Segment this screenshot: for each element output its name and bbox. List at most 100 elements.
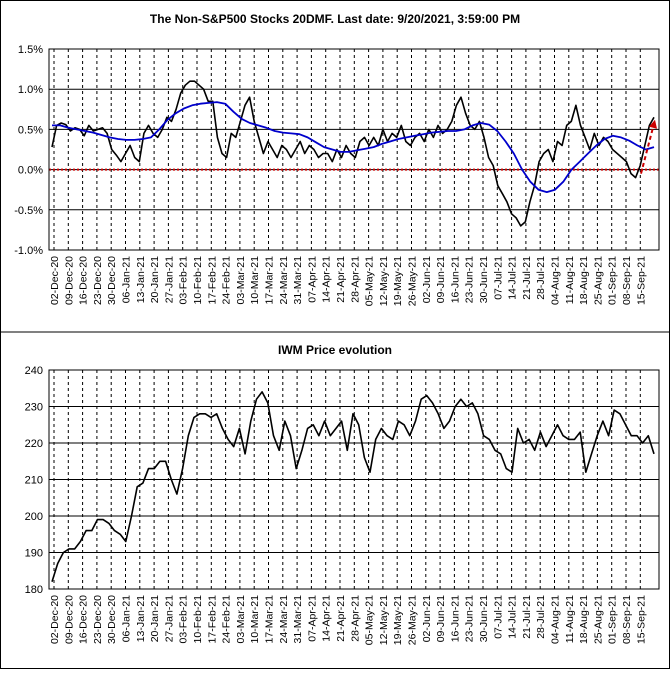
x-tick-label: 20-Jan-21 [149, 595, 161, 642]
y-tick-label: 180 [25, 584, 43, 596]
y-tick-label: 200 [25, 511, 43, 523]
x-tick-label: 01-Sep-21 [607, 595, 619, 644]
y-tick-label: -1.0% [14, 245, 43, 257]
x-tick-label: 14-Jul-21 [507, 256, 519, 300]
x-tick-label: 19-May-21 [392, 256, 404, 306]
x-tick-label: 17-Mar-21 [264, 595, 276, 644]
panel1-title: The Non-S&P500 Stocks 20DMF. Last date: … [150, 12, 520, 26]
x-tick-label: 10-Mar-21 [249, 595, 261, 644]
x-tick-label: 09-Dec-20 [63, 256, 75, 305]
x-tick-label: 02-Jun-21 [421, 256, 433, 303]
x-tick-label: 14-Jul-21 [507, 595, 519, 639]
x-tick-label: 04-Aug-21 [550, 595, 562, 644]
x-tick-label: 30-Dec-20 [106, 595, 118, 644]
x-tick-label: 26-May-21 [407, 595, 419, 645]
x-tick-label: 07-Jul-21 [492, 595, 504, 639]
y-tick-label: 0.0% [18, 165, 43, 177]
x-tick-label: 24-Mar-21 [278, 595, 290, 644]
x-tick-label: 16-Jun-21 [449, 595, 461, 642]
x-tick-label: 23-Dec-20 [92, 256, 104, 305]
x-tick-label: 12-May-21 [378, 595, 390, 645]
x-tick-label: 03-Feb-21 [178, 256, 190, 305]
x-tick-label: 05-May-21 [364, 595, 376, 645]
x-tick-label: 06-Jan-21 [121, 256, 133, 303]
x-tick-label: 21-Jul-21 [521, 256, 533, 300]
x-tick-label: 09-Jun-21 [435, 595, 447, 642]
panel-20dmf: The Non-S&P500 Stocks 20DMF. Last date: … [14, 12, 660, 306]
x-tick-label: 02-Dec-20 [49, 256, 61, 305]
panel2-plot-border [48, 369, 660, 590]
x-tick-label: 10-Mar-21 [249, 256, 261, 305]
x-tick-label: 18-Aug-21 [578, 595, 590, 644]
x-tick-label: 17-Mar-21 [264, 256, 276, 305]
x-tick-label: 23-Dec-20 [92, 595, 104, 644]
panel2-x-tick-labels: 02-Dec-20 09-Dec-20 16-Dec-20 23-Dec-20 30-D… [49, 595, 647, 645]
x-tick-label: 08-Sep-21 [621, 256, 633, 305]
x-tick-label: 11-Aug-21 [564, 256, 576, 304]
x-tick-label: 23-Jun-21 [464, 595, 476, 642]
x-tick-label: 09-Dec-20 [63, 595, 75, 644]
series-line-primary [51, 80, 655, 227]
x-tick-label: 07-Jul-21 [492, 256, 504, 300]
panel1-y-tick-labels: -1.0% -0.5% 0.0% 0.5% 1.0% 1.5% [14, 44, 43, 257]
y-tick-label: 1.5% [18, 44, 43, 56]
x-tick-label: 18-Aug-21 [578, 256, 590, 305]
x-tick-label: 08-Sep-21 [621, 595, 633, 644]
x-tick-label: 06-Jan-21 [121, 595, 133, 642]
panel2-series [51, 391, 655, 582]
x-tick-label: 21-Apr-21 [335, 595, 347, 642]
panel1-plot-border [48, 48, 660, 251]
x-tick-label: 03-Mar-21 [235, 595, 247, 644]
x-tick-label: 05-May-21 [364, 256, 376, 306]
trend-arrow-head [649, 119, 657, 129]
x-tick-label: 14-Apr-21 [321, 256, 333, 303]
x-tick-label: 14-Apr-21 [321, 595, 333, 642]
x-tick-label: 03-Feb-21 [178, 595, 190, 644]
x-tick-label: 16-Dec-20 [78, 256, 90, 305]
y-tick-label: -0.5% [14, 205, 43, 217]
x-tick-label: 25-Aug-21 [592, 595, 604, 644]
y-tick-label: 210 [25, 475, 43, 487]
x-tick-label: 02-Dec-20 [49, 595, 61, 644]
x-tick-label: 28-Jul-21 [535, 595, 547, 639]
x-tick-label: 24-Mar-21 [278, 256, 290, 305]
x-tick-label: 21-Jul-21 [521, 595, 533, 639]
x-tick-label: 31-Mar-21 [292, 256, 304, 305]
x-tick-label: 17-Feb-21 [206, 595, 218, 644]
trend-arrow [640, 119, 656, 174]
x-tick-label: 15-Sep-21 [635, 256, 647, 305]
x-tick-label: 10-Feb-21 [192, 595, 204, 644]
x-tick-label: 26-May-21 [407, 256, 419, 306]
y-tick-label: 190 [25, 548, 43, 560]
x-tick-label: 07-Apr-21 [306, 256, 318, 303]
panel2-title: IWM Price evolution [278, 343, 392, 357]
x-tick-label: 13-Jan-21 [135, 595, 147, 642]
x-tick-label: 07-Apr-21 [306, 595, 318, 642]
x-tick-label: 15-Sep-21 [635, 595, 647, 644]
panel2-y-tick-labels: 180 190 200 210 220 230 240 [25, 365, 43, 596]
x-tick-label: 03-Mar-21 [235, 256, 247, 305]
panel1-x-tick-labels: 02-Dec-20 09-Dec-20 16-Dec-20 23-Dec-20 30-D… [49, 256, 647, 306]
y-tick-label: 220 [25, 438, 43, 450]
x-tick-label: 02-Jun-21 [421, 595, 433, 642]
x-tick-label: 27-Jan-21 [163, 256, 175, 303]
x-tick-label: 23-Jun-21 [464, 256, 476, 303]
y-tick-label: 0.5% [18, 124, 43, 136]
x-tick-label: 28-Jul-21 [535, 256, 547, 300]
x-tick-label: 16-Dec-20 [78, 595, 90, 644]
panel1-series [51, 80, 657, 227]
x-tick-label: 30-Dec-20 [106, 256, 118, 305]
series-line-primary [51, 391, 655, 582]
x-tick-label: 24-Feb-21 [221, 595, 233, 644]
x-tick-label: 28-Apr-21 [349, 256, 361, 303]
x-tick-label: 19-May-21 [392, 595, 404, 645]
x-tick-label: 24-Feb-21 [221, 256, 233, 305]
x-tick-label: 21-Apr-21 [335, 256, 347, 303]
x-tick-label: 04-Aug-21 [550, 256, 562, 305]
x-tick-label: 16-Jun-21 [449, 256, 461, 303]
x-tick-label: 31-Mar-21 [292, 595, 304, 644]
x-tick-label: 09-Jun-21 [435, 256, 447, 303]
x-tick-label: 28-Apr-21 [349, 595, 361, 642]
